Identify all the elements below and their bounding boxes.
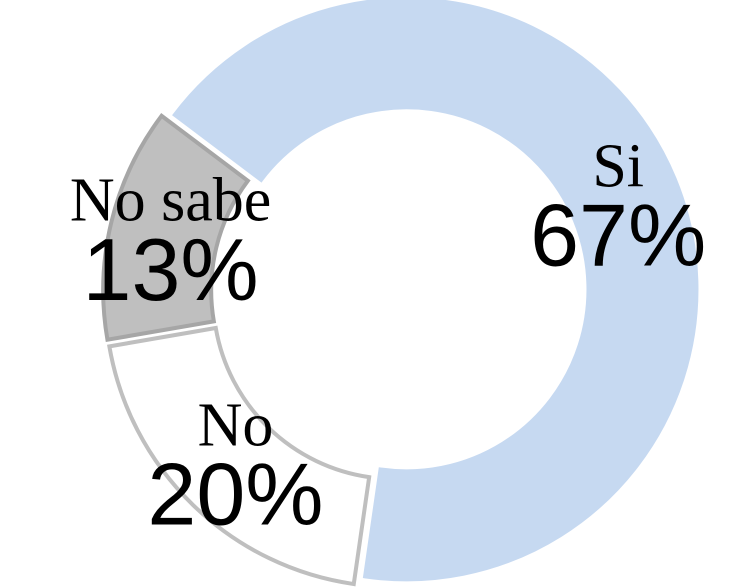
slice-label: No sabe — [70, 167, 271, 235]
slice-value-label: 13% — [83, 220, 259, 319]
slice-label: No — [198, 391, 274, 459]
donut-slice — [101, 113, 251, 343]
slice-value-label: 20% — [147, 444, 323, 543]
slice-label: Si — [592, 132, 644, 200]
slice-value-label: 67% — [530, 185, 706, 284]
donut-slice — [107, 325, 372, 587]
donut-slice — [172, 0, 699, 582]
